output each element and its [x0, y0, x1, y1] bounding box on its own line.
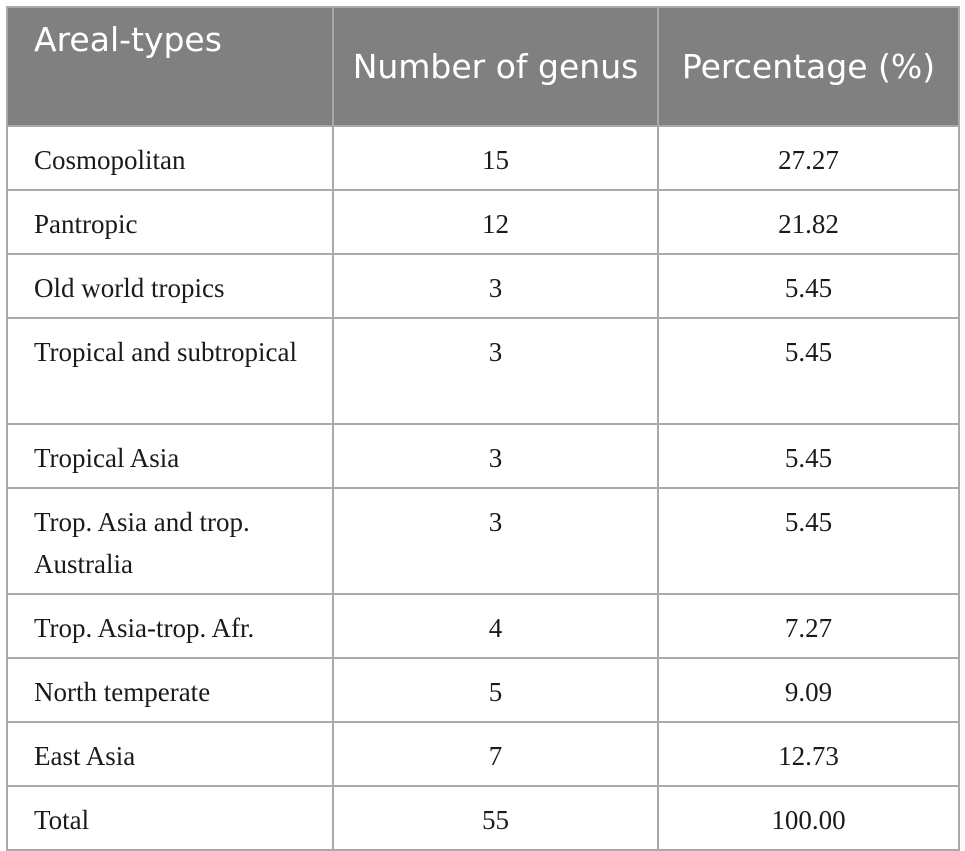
genus-count-cell: 3 [332, 487, 659, 595]
genus-count-cell: 15 [332, 125, 659, 191]
genus-count-cell: 3 [332, 423, 659, 489]
percentage-cell: 5.45 [657, 317, 960, 425]
percentage-cell: 7.27 [657, 593, 960, 659]
percentage-cell: 5.45 [657, 487, 960, 595]
percentage-cell: 5.45 [657, 423, 960, 489]
percentage-cell: 12.73 [657, 721, 960, 787]
genus-count-cell: 4 [332, 593, 659, 659]
genus-count-cell: 3 [332, 317, 659, 425]
table-row: Cosmopolitan 15 27.27 [6, 125, 960, 191]
table-row: Pantropic 12 21.82 [6, 189, 960, 255]
areal-type-cell: Tropical and subtropical [6, 317, 334, 425]
percentage-cell: 9.09 [657, 657, 960, 723]
header-number-of-genus: Number of genus [332, 6, 659, 127]
areal-type-cell: Old world tropics [6, 253, 334, 319]
percentage-cell: 27.27 [657, 125, 960, 191]
table-row-total: Total 55 100.00 [6, 785, 960, 851]
table-row: Trop. Asia-trop. Afr. 4 7.27 [6, 593, 960, 659]
header-areal-types: Areal-types [6, 6, 334, 127]
areal-type-cell: Total [6, 785, 334, 851]
header-percentage: Percentage (%) [657, 6, 960, 127]
percentage-cell: 100.00 [657, 785, 960, 851]
genus-count-cell: 3 [332, 253, 659, 319]
areal-type-cell: Pantropic [6, 189, 334, 255]
areal-types-table: Areal-types Number of genus Percentage (… [6, 6, 960, 851]
areal-type-cell: North temperate [6, 657, 334, 723]
table-row: Tropical and subtropical 3 5.45 [6, 317, 960, 425]
areal-type-cell: Tropical Asia [6, 423, 334, 489]
genus-count-cell: 55 [332, 785, 659, 851]
table-row: Tropical Asia 3 5.45 [6, 423, 960, 489]
areal-type-cell: Trop. Asia-trop. Afr. [6, 593, 334, 659]
areal-type-cell: Cosmopolitan [6, 125, 334, 191]
table-row: North temperate 5 9.09 [6, 657, 960, 723]
genus-count-cell: 5 [332, 657, 659, 723]
table-row: East Asia 7 12.73 [6, 721, 960, 787]
table-row: Trop. Asia and trop. Australia 3 5.45 [6, 487, 960, 595]
percentage-cell: 5.45 [657, 253, 960, 319]
percentage-cell: 21.82 [657, 189, 960, 255]
table-row: Old world tropics 3 5.45 [6, 253, 960, 319]
genus-count-cell: 7 [332, 721, 659, 787]
areal-type-cell: Trop. Asia and trop. Australia [6, 487, 334, 595]
table-header-row: Areal-types Number of genus Percentage (… [6, 6, 960, 127]
areal-type-cell: East Asia [6, 721, 334, 787]
genus-count-cell: 12 [332, 189, 659, 255]
